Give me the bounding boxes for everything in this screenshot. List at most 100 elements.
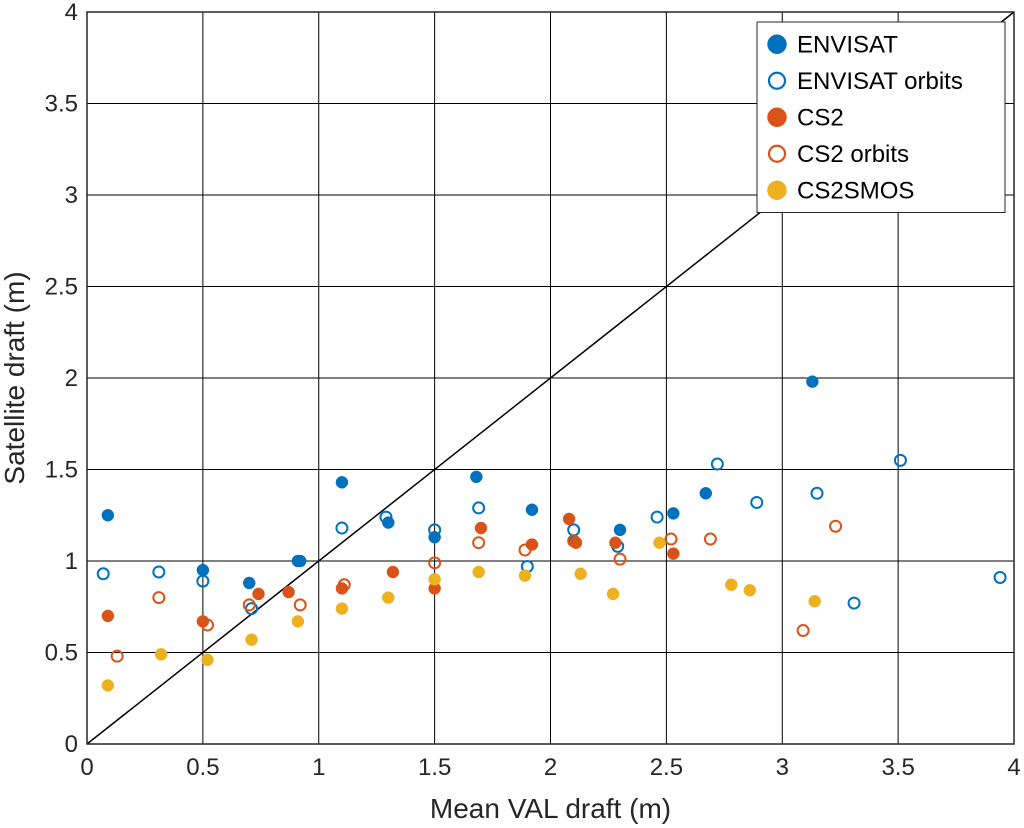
y-tick-label: 2 xyxy=(65,365,78,392)
data-point xyxy=(609,536,622,549)
y-tick-label: 3 xyxy=(65,182,78,209)
y-tick-label: 4 xyxy=(65,0,78,26)
data-point xyxy=(293,554,307,568)
data-point xyxy=(335,602,349,615)
data-point xyxy=(379,510,393,524)
legend-marker xyxy=(767,71,787,90)
legend-label: CS2 orbits xyxy=(797,141,909,168)
data-point xyxy=(470,470,483,484)
data-point xyxy=(428,556,442,570)
data-point xyxy=(664,532,678,546)
x-tick-label: 2.5 xyxy=(650,754,683,781)
data-point xyxy=(574,567,587,581)
data-point xyxy=(152,565,166,579)
x-tick-label: 4 xyxy=(1007,754,1020,781)
data-point xyxy=(796,624,810,638)
series-cs2smos xyxy=(101,536,821,692)
data-point xyxy=(252,587,265,601)
data-point xyxy=(196,574,210,588)
data-point xyxy=(472,536,486,550)
legend-marker xyxy=(767,180,787,200)
data-point xyxy=(335,476,349,489)
data-point xyxy=(808,595,821,608)
legend: ENVISAT ENVISAT orbits CS2 CS2 orbits CS2SMO… xyxy=(756,21,1006,213)
data-point xyxy=(699,487,713,500)
x-axis-label: Mean VAL draft (m) xyxy=(430,793,671,824)
data-point xyxy=(282,585,295,599)
data-point xyxy=(725,578,738,592)
data-point xyxy=(242,598,256,612)
x-tick-label: 1.5 xyxy=(418,754,451,781)
data-point xyxy=(567,534,581,548)
y-tick-label: 2.5 xyxy=(45,274,78,301)
legend-label: CS2 xyxy=(797,104,844,131)
x-tick-label: 1 xyxy=(312,754,325,781)
x-tick-label: 0.5 xyxy=(186,754,219,781)
data-point xyxy=(474,521,488,535)
legend-box xyxy=(756,21,1006,213)
legend-label: CS2SMOS xyxy=(797,177,914,204)
series-cs2-orbits xyxy=(110,519,843,663)
data-point xyxy=(152,591,166,605)
plot-frame xyxy=(86,11,1015,745)
data-point xyxy=(428,523,442,537)
data-point xyxy=(472,565,485,579)
y-tick-label: 1.5 xyxy=(45,457,78,484)
legend-marker xyxy=(767,144,787,163)
data-point xyxy=(518,569,532,582)
legend-marker xyxy=(767,107,787,127)
data-point xyxy=(101,509,115,522)
data-point xyxy=(667,547,680,560)
data-point xyxy=(710,457,724,471)
data-point xyxy=(101,609,115,623)
data-points xyxy=(96,375,1007,692)
data-point xyxy=(703,532,717,546)
data-point xyxy=(335,582,349,595)
data-point xyxy=(201,653,214,667)
data-point xyxy=(810,486,824,500)
y-tick-label: 3.5 xyxy=(45,91,78,118)
data-point xyxy=(743,584,757,597)
data-point xyxy=(525,503,539,517)
x-tick-label: 3.5 xyxy=(881,754,914,781)
data-point xyxy=(613,523,627,537)
series-envisat-orbits xyxy=(96,453,1007,616)
data-point xyxy=(291,615,305,628)
data-point xyxy=(96,567,110,581)
data-point xyxy=(750,495,764,509)
data-point xyxy=(667,507,680,520)
series-envisat xyxy=(101,375,819,590)
data-point xyxy=(653,536,666,549)
x-tick-label: 0 xyxy=(80,754,93,781)
data-point xyxy=(386,565,400,579)
data-point xyxy=(337,578,351,592)
data-point xyxy=(613,552,627,566)
legend-label: ENVISAT orbits xyxy=(797,68,963,95)
x-tick-labels: 0 0.5 1 1.5 2 2.5 3 3.5 4 xyxy=(80,754,1020,781)
data-point xyxy=(806,375,819,388)
series-cs2 xyxy=(101,512,680,628)
x-tick-label: 2 xyxy=(544,754,557,781)
data-point xyxy=(196,563,210,577)
legend-label: ENVISAT xyxy=(797,31,898,58)
x-tick-label: 3 xyxy=(776,754,789,781)
data-point xyxy=(518,543,532,557)
data-point xyxy=(829,519,843,533)
data-point xyxy=(606,587,620,601)
data-point xyxy=(562,512,576,526)
data-point xyxy=(245,633,258,646)
data-point xyxy=(472,501,486,515)
data-point xyxy=(242,576,256,590)
y-tick-label: 0.5 xyxy=(45,640,78,667)
data-point xyxy=(101,679,115,692)
data-point xyxy=(382,591,395,604)
data-point xyxy=(993,570,1007,584)
data-point xyxy=(293,598,307,612)
data-point xyxy=(201,618,215,632)
data-point xyxy=(110,649,124,663)
y-tick-label: 0 xyxy=(65,731,78,758)
data-point xyxy=(154,648,168,661)
y-axis-label: Satellite draft (m) xyxy=(0,271,30,484)
data-point xyxy=(335,521,349,535)
